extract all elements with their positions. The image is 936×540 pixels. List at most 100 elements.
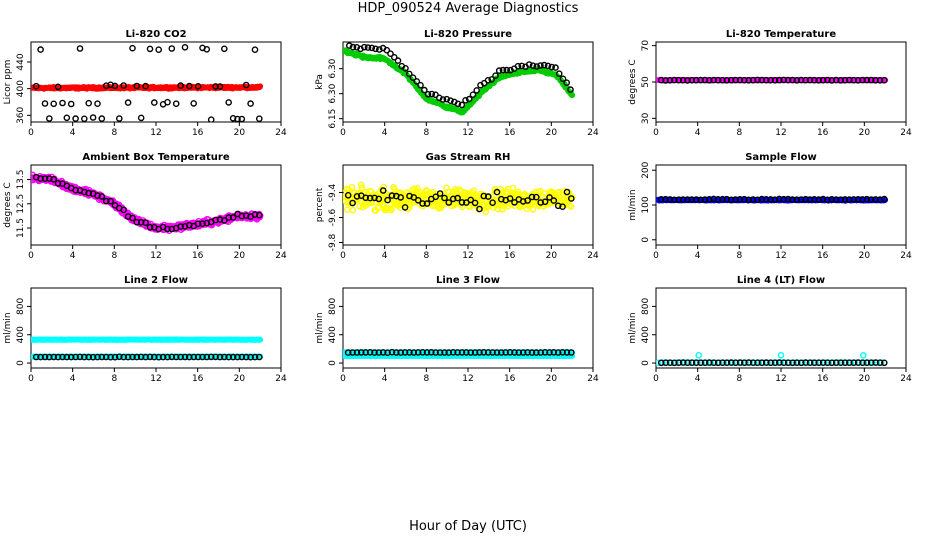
- data-point: [679, 76, 687, 84]
- data-point: [436, 190, 444, 197]
- data-point: [537, 199, 545, 206]
- data-point: [32, 82, 40, 90]
- data-point: [392, 349, 400, 356]
- data-point: [142, 219, 149, 226]
- data-point: [371, 349, 378, 356]
- data-point: [172, 100, 180, 107]
- data-point: [414, 196, 422, 204]
- x-tick-label: 24: [587, 374, 599, 384]
- data-point: [872, 196, 879, 203]
- x-tick-label: 12: [775, 251, 786, 261]
- data-point: [701, 76, 709, 84]
- data-point: [120, 82, 127, 89]
- plot-frame: [655, 164, 907, 246]
- chart-title: Li-820 Pressure: [424, 29, 512, 40]
- data-point: [671, 196, 678, 204]
- data-point: [428, 90, 436, 98]
- data-point: [129, 214, 136, 222]
- data-point: [784, 76, 792, 84]
- data-point: [155, 353, 162, 361]
- data-point: [410, 349, 418, 356]
- data-point: [657, 76, 665, 84]
- y-tick-label: 0: [641, 360, 651, 366]
- chart-title: Ambient Box Temperature: [82, 152, 229, 163]
- x-tick-label: 12: [775, 128, 786, 138]
- data-point: [529, 62, 537, 69]
- chart-title: Line 3 Flow: [436, 275, 500, 286]
- data-point: [480, 348, 488, 356]
- data-point: [372, 45, 379, 53]
- data-point: [484, 349, 492, 356]
- data-point: [666, 196, 674, 203]
- y-tick-label: -9.4: [328, 183, 338, 201]
- data-point: [568, 195, 575, 202]
- data-point: [46, 175, 53, 182]
- data-point: [509, 184, 517, 192]
- x-tick-label: 12: [150, 374, 161, 384]
- data-point: [497, 349, 505, 356]
- data-point: [150, 353, 158, 361]
- data-point: [841, 196, 849, 203]
- data-point: [811, 76, 818, 84]
- data-point: [432, 349, 440, 356]
- data-point: [94, 100, 101, 107]
- y-tick-label: 800: [641, 298, 651, 315]
- x-tick-label: 16: [192, 251, 204, 261]
- x-tick-label: 16: [504, 251, 516, 261]
- data-point: [719, 195, 726, 203]
- data-point: [710, 76, 718, 84]
- data-point: [495, 67, 503, 74]
- data-point: [366, 194, 374, 202]
- data-point: [401, 349, 409, 356]
- data-point: [159, 353, 167, 361]
- data-point: [238, 353, 246, 361]
- data-point: [514, 188, 522, 196]
- data-point: [714, 76, 722, 84]
- x-tick-label: 24: [900, 128, 912, 138]
- data-point: [375, 349, 383, 356]
- data-point: [445, 349, 453, 356]
- data-point: [436, 349, 444, 356]
- data-point: [419, 348, 426, 356]
- data-point: [876, 196, 884, 203]
- y-tick-label: 70: [641, 40, 651, 52]
- x-tick-label: 20: [859, 128, 871, 138]
- y-tick-label: 12.5: [16, 194, 26, 214]
- y-tick-label: 100: [641, 196, 651, 213]
- data-point: [688, 76, 696, 84]
- data-point: [76, 45, 84, 52]
- data-point: [832, 76, 840, 84]
- x-tick-label: 12: [462, 374, 473, 384]
- data-point: [675, 196, 683, 203]
- data-point: [710, 195, 718, 203]
- data-point: [758, 195, 766, 203]
- data-point: [353, 193, 361, 200]
- data-point: [50, 353, 58, 361]
- data-point: [780, 76, 788, 84]
- data-point: [357, 349, 365, 356]
- data-point: [155, 46, 162, 54]
- x-tick-label: 4: [695, 251, 701, 261]
- data-point: [251, 46, 259, 54]
- x-tick-label: 24: [900, 374, 912, 384]
- x-tick-label: 16: [504, 128, 516, 138]
- y-tick-label: 0: [16, 360, 26, 366]
- data-point: [762, 76, 770, 84]
- data-point: [46, 115, 53, 122]
- data-point: [59, 99, 66, 107]
- data-point: [423, 349, 431, 356]
- data-point: [732, 76, 739, 84]
- data-point: [439, 96, 447, 103]
- data-point: [524, 197, 531, 204]
- data-point: [525, 61, 533, 68]
- data-point: [797, 76, 805, 84]
- data-point: [142, 353, 149, 361]
- data-point: [566, 202, 573, 209]
- data-point: [111, 82, 119, 90]
- data-point: [563, 349, 571, 356]
- data-point: [419, 200, 426, 207]
- data-point: [54, 83, 62, 91]
- data-point: [454, 100, 462, 108]
- data-point: [684, 196, 691, 203]
